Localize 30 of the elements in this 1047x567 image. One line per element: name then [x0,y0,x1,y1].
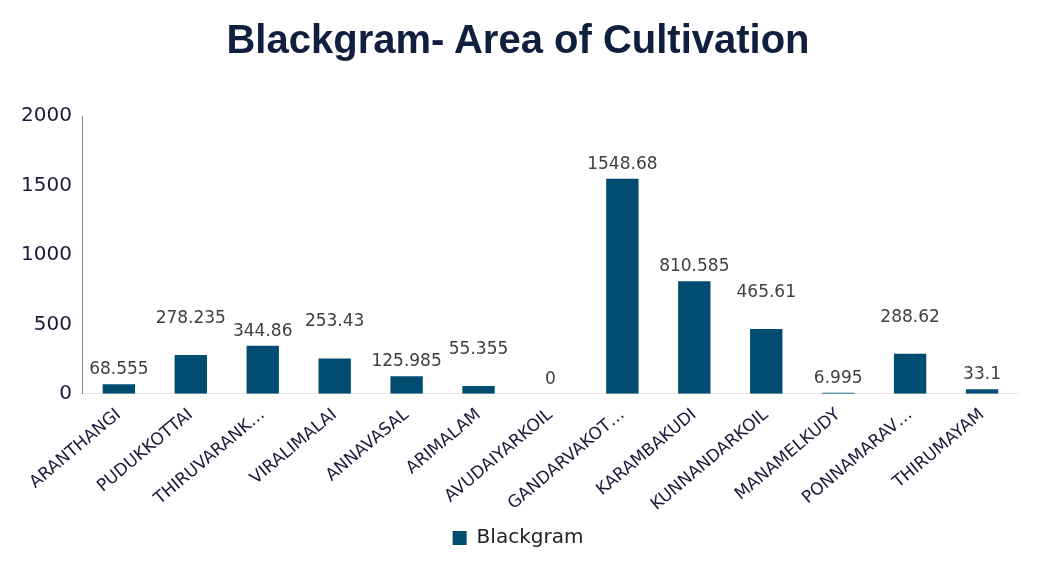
data-label: 68.555 [89,358,149,379]
y-tick-label: 500 [33,310,72,335]
data-label: 33.1 [963,363,1001,384]
bar [102,384,136,394]
y-tick-label: 1000 [20,241,72,266]
bar [318,358,351,394]
y-tick-label: 2000 [20,102,72,127]
data-label: 1548.68 [587,152,658,173]
data-label: 344.86 [232,319,293,340]
bar [174,355,207,394]
bar [390,376,423,394]
chart-title: Blackgram- Area of Cultivation [226,17,810,62]
bar [606,178,639,394]
data-label: 55.355 [448,337,509,358]
data-label: 253.43 [304,310,365,331]
y-tick-label: 0 [59,379,72,404]
bar [246,345,279,394]
bar [893,353,927,394]
bar [750,329,783,394]
data-label: 125.985 [371,350,442,371]
bar [462,386,495,394]
y-tick-label: 1500 [20,171,72,196]
legend-label: Blackgram [476,524,584,549]
data-label: 0 [545,367,556,388]
data-label: 6.995 [813,366,863,387]
data-label: 810.585 [659,255,730,276]
bar [678,281,711,394]
data-label: 288.62 [880,305,940,326]
data-label: 278.235 [155,307,226,328]
data-label: 465.61 [736,281,796,301]
